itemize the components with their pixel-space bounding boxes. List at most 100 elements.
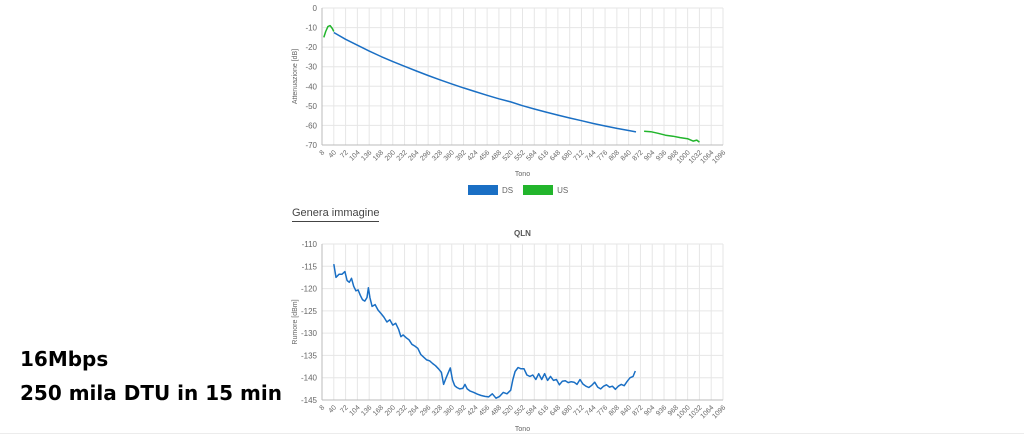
x-tick-label: 584 (525, 149, 538, 162)
x-tick-label: 456 (478, 149, 491, 162)
x-tick-label: 904 (643, 149, 656, 162)
x-tick-label: 104 (348, 149, 361, 162)
legend-label-ds: DS (502, 185, 514, 195)
x-tick-label: 136 (360, 404, 373, 417)
x-tick-label: 168 (372, 149, 385, 162)
x-tick-label: 392 (455, 404, 468, 417)
x-tick-label: 200 (384, 404, 397, 417)
page-divider (0, 433, 1024, 434)
x-tick-label: 808 (608, 404, 621, 417)
y-tick-label: -145 (301, 396, 318, 405)
x-tick-label: 200 (384, 149, 397, 162)
x-tick-label: 584 (525, 404, 538, 417)
x-tick-label: 1096 (711, 404, 727, 420)
x-tick-label: 264 (407, 404, 420, 417)
x-tick-label: 680 (561, 404, 574, 417)
x-tick-label: 8 (319, 404, 327, 412)
x-tick-label: 776 (596, 149, 609, 162)
x-tick-label: 488 (490, 149, 503, 162)
x-tick-label: 680 (561, 149, 574, 162)
us-series-line (644, 130, 700, 143)
x-tick-label: 264 (407, 149, 420, 162)
y-axis-title: Rumore [dBm] (292, 299, 299, 344)
x-tick-label: 840 (620, 149, 633, 162)
x-tick-label: 168 (372, 404, 385, 417)
x-tick-label: 648 (549, 149, 562, 162)
y-tick-label: -120 (301, 285, 318, 294)
x-tick-label: 424 (466, 149, 479, 162)
x-tick-label: 776 (596, 404, 609, 417)
x-tick-label: 296 (419, 149, 432, 162)
x-tick-label: 840 (620, 404, 633, 417)
y-tick-label: -40 (305, 82, 317, 91)
qln-series-line (333, 263, 636, 399)
y-tick-label: -115 (302, 262, 318, 271)
x-tick-label: 936 (655, 149, 668, 162)
x-tick-label: 360 (443, 149, 456, 162)
legend-label-us: US (557, 185, 569, 195)
x-tick-label: 424 (466, 404, 479, 417)
x-tick-label: 744 (584, 149, 597, 162)
x-tick-label: 360 (443, 404, 456, 417)
x-tick-label: 552 (514, 404, 527, 417)
y-tick-label: -135 (301, 351, 318, 360)
x-tick-label: 72 (339, 149, 350, 160)
x-tick-label: 296 (419, 404, 432, 417)
y-tick-label: -10 (305, 24, 317, 33)
x-axis-title: Tono (515, 426, 530, 433)
x-tick-label: 40 (328, 149, 339, 160)
x-tick-label: 232 (396, 404, 409, 417)
y-tick-label: -20 (305, 43, 317, 52)
attenuation-chart: 0-10-20-30-40-50-60-708 40 721041361682002… (292, 4, 727, 178)
ds-series-line (333, 31, 637, 133)
x-tick-label: 712 (572, 149, 585, 162)
chart-legend: DS US (468, 184, 578, 196)
x-tick-label: 456 (478, 404, 491, 417)
x-tick-label: 904 (643, 404, 656, 417)
chart-title: QLN (514, 229, 531, 238)
x-axis-title: Tono (515, 171, 530, 178)
y-tick-label: -30 (305, 63, 317, 72)
x-tick-label: 936 (655, 404, 668, 417)
y-tick-label: -60 (305, 121, 317, 130)
x-tick-label: 488 (490, 404, 503, 417)
x-tick-label: 872 (631, 404, 644, 417)
x-tick-label: 744 (584, 404, 597, 417)
legend-item-us[interactable]: US (523, 185, 568, 195)
y-tick-label: -125 (301, 307, 318, 316)
x-tick-label: 104 (348, 404, 361, 417)
y-tick-label: -70 (305, 141, 317, 150)
x-tick-label: 136 (360, 149, 373, 162)
y-tick-label: -140 (301, 374, 318, 383)
x-tick-label: 616 (537, 404, 550, 417)
x-tick-label: 8 (319, 149, 327, 157)
overlay-speed-text: 16Mbps (20, 347, 109, 371)
x-tick-label: 328 (431, 404, 444, 417)
x-tick-label: 392 (455, 149, 468, 162)
generate-image-link[interactable]: Genera immagine (292, 207, 380, 222)
y-axis-title: Attenuazione [dB] (292, 49, 299, 104)
y-tick-label: 0 (313, 4, 318, 13)
y-tick-label: -130 (301, 329, 318, 338)
y-tick-label: -50 (305, 102, 317, 111)
x-tick-label: 520 (502, 404, 515, 417)
y-tick-label: -110 (302, 240, 318, 249)
x-tick-label: 552 (514, 149, 527, 162)
x-tick-label: 72 (339, 404, 350, 415)
legend-swatch-ds (468, 185, 498, 195)
legend-item-ds[interactable]: DS (468, 185, 513, 195)
legend-swatch-us (523, 185, 554, 195)
x-tick-label: 808 (608, 149, 621, 162)
x-tick-label: 232 (396, 149, 409, 162)
overlay-dtu-text: 250 mila DTU in 15 min (20, 381, 282, 405)
x-tick-label: 712 (572, 404, 585, 417)
x-tick-label: 328 (431, 149, 444, 162)
us-series-line (323, 24, 335, 38)
x-tick-label: 872 (631, 149, 644, 162)
x-tick-label: 40 (328, 404, 339, 415)
x-tick-label: 648 (549, 404, 562, 417)
x-tick-label: 616 (537, 149, 550, 162)
x-tick-label: 520 (502, 149, 515, 162)
x-tick-label: 1096 (711, 149, 727, 165)
